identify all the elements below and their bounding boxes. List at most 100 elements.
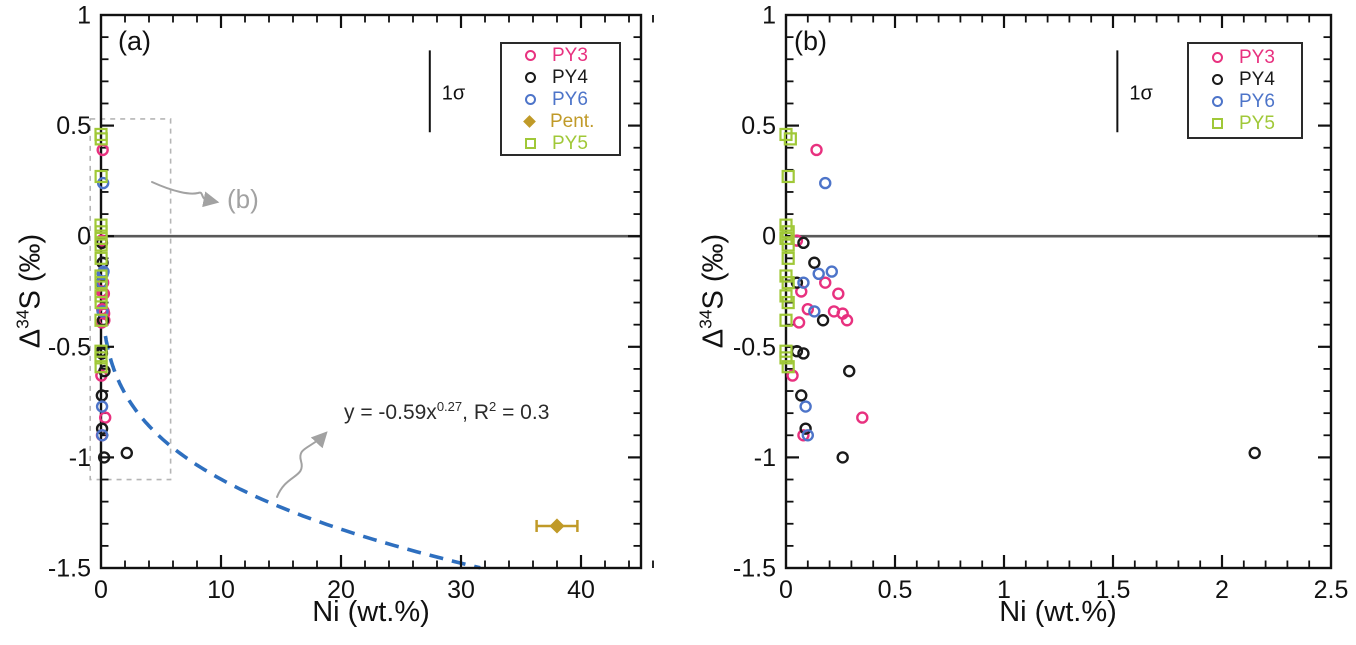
circle-marker-icon: [525, 71, 536, 83]
y-tick-label: 0: [77, 223, 91, 251]
equation-mid: , R: [462, 401, 489, 424]
data-point-py5: [94, 225, 108, 239]
x-tick-label: 40: [567, 576, 595, 604]
data-point-py5: [781, 169, 795, 184]
panel-a-x-axis-title: Ni (wt.%): [312, 596, 430, 628]
series-py5: [94, 127, 108, 374]
data-point-py6: [95, 400, 109, 413]
legend-label: PY6: [552, 88, 588, 110]
legend-label: PY4: [1239, 69, 1275, 90]
series-py6: [797, 176, 838, 442]
data-point-py5: [94, 132, 108, 146]
circle-marker-icon: [1212, 52, 1223, 63]
data-point-py5: [94, 238, 108, 252]
data-point-py5: [779, 351, 793, 365]
equation-pre: y = -0.59x: [344, 401, 437, 424]
tick-labels: 0 10 20 30 40 1 0.5 0 -0.5 -1 -1.5: [48, 2, 595, 605]
data-point-py5: [779, 269, 793, 283]
series-py5: [779, 127, 797, 374]
data-point-py3: [832, 287, 845, 300]
x-tick-label: 0: [779, 576, 793, 604]
equation-exponent: 0.27: [436, 399, 463, 414]
x-tick-label: 0.5: [878, 576, 913, 604]
data-point-py6: [95, 429, 109, 442]
data-point-py4: [799, 422, 812, 435]
data-point-py5: [781, 295, 795, 310]
data-point-py6: [96, 176, 110, 190]
data-point-py5: [94, 231, 108, 246]
legend-label: PY6: [1239, 91, 1275, 112]
data-point-py6: [825, 265, 838, 278]
data-point-py6: [808, 305, 821, 318]
equation-r2-sup: 2: [489, 399, 497, 414]
y-tick-label: -1.5: [733, 555, 776, 583]
panel-a-letter: (a): [118, 26, 151, 56]
data-point-pent: [549, 518, 565, 534]
data-point-py5: [94, 218, 108, 232]
data-point-py3: [96, 143, 109, 157]
legend-item-py5: PY5: [1212, 114, 1301, 133]
data-point-py5: [94, 360, 108, 374]
panel-a-legend: PY3 PY4 PY6 Pent. PY5: [500, 42, 621, 156]
data-point-py5: [94, 313, 108, 327]
data-point-py4: [816, 314, 830, 327]
legend-label: PY5: [552, 132, 588, 154]
data-point-py4: [97, 451, 111, 464]
square-marker-icon: [1212, 118, 1223, 129]
zoom-pointer-arrow: [151, 181, 220, 208]
data-point-py5: [779, 289, 793, 303]
equation-pointer-arrow: [276, 431, 328, 498]
data-point-py4: [808, 256, 821, 269]
x-tick-label: 30: [447, 576, 475, 604]
data-point-py4: [790, 276, 804, 289]
panel-a: 0 10 20 30 40 1 0.5 0 -0.5 -1 -1.5 1σ: [48, 2, 654, 605]
data-point-py6: [96, 305, 109, 318]
panel-b: 0 0.5 1 1.5 2 2.5 1 0.5 0 -0.5 -1 -1.5 1σ: [733, 2, 1348, 605]
data-point-py4: [797, 347, 810, 360]
series-py4: [790, 236, 1261, 464]
series-pent: [535, 518, 579, 534]
data-point-py6: [819, 176, 832, 190]
y-tick-label: 0.5: [56, 112, 91, 140]
data-point-py5: [779, 218, 793, 232]
legend-item-py3: PY3: [525, 46, 619, 65]
data-point-py4: [95, 422, 109, 435]
legend-item-py5: PY5: [525, 134, 619, 153]
y-tick-label: -0.5: [733, 333, 776, 361]
panel-a-y-axis-title: Δ34S (‰): [13, 234, 48, 348]
panel-b-legend: PY3 PY4 PY6 PY5: [1187, 42, 1303, 139]
data-point-py4: [843, 364, 856, 378]
data-point-py3: [786, 369, 799, 382]
data-point-py5: [779, 313, 793, 327]
data-point-py3: [856, 411, 869, 424]
diamond-marker-icon: [523, 114, 536, 128]
data-point-py5: [94, 251, 108, 265]
data-point-py5: [94, 269, 108, 283]
y-tick-label: 0.5: [741, 112, 776, 140]
delta-symbol: Δ: [697, 328, 730, 349]
data-point-py5: [783, 132, 797, 146]
legend-item-py4: PY4: [525, 68, 619, 87]
x-tick-label: 0: [94, 576, 108, 604]
data-point-py5: [94, 351, 108, 365]
legend-label: PY5: [1239, 113, 1275, 134]
data-point-py3: [797, 429, 810, 442]
panel-b-y-axis-title: Δ34S (‰): [696, 234, 731, 348]
legend-label: Pent.: [550, 110, 595, 132]
sigma-label: 1σ: [1129, 82, 1153, 104]
series-py3: [786, 143, 869, 442]
data-point-py3: [819, 276, 832, 289]
data-point-py5: [781, 225, 795, 239]
sigma-label: 1σ: [442, 82, 466, 104]
regression-equation: y = -0.59x0.27, R2 = 0.3: [344, 399, 549, 425]
data-point-py5: [94, 344, 108, 358]
data-point-py5: [779, 231, 793, 246]
ylabel-rest: S (‰): [697, 233, 730, 310]
circle-marker-icon: [525, 93, 536, 105]
x-tick-label: 20: [327, 576, 355, 604]
data-point-py4: [795, 389, 808, 402]
data-point-py4: [1248, 446, 1261, 460]
power-fit-curve: [103, 335, 481, 570]
